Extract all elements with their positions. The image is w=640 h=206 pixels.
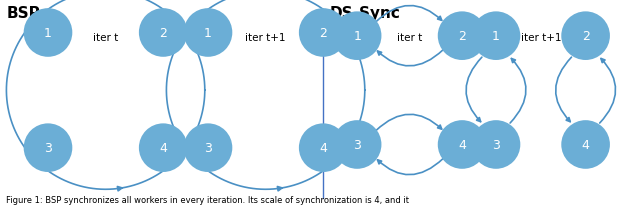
Ellipse shape <box>299 9 348 57</box>
Ellipse shape <box>561 12 610 61</box>
Text: 3: 3 <box>353 138 361 151</box>
Ellipse shape <box>438 121 486 169</box>
Text: 2: 2 <box>582 30 589 43</box>
Text: 1: 1 <box>204 27 212 40</box>
Text: 3: 3 <box>492 138 500 151</box>
Text: iter t: iter t <box>397 33 422 43</box>
Ellipse shape <box>139 124 188 172</box>
Text: 4: 4 <box>319 142 327 154</box>
Ellipse shape <box>24 9 72 57</box>
Ellipse shape <box>472 121 520 169</box>
Ellipse shape <box>561 121 610 169</box>
Text: 3: 3 <box>44 142 52 154</box>
Ellipse shape <box>184 124 232 172</box>
Text: DS-Sync: DS-Sync <box>330 6 401 21</box>
Text: iter t+1: iter t+1 <box>245 33 286 43</box>
Text: 4: 4 <box>582 138 589 151</box>
Ellipse shape <box>438 12 486 61</box>
Ellipse shape <box>299 124 348 172</box>
Text: 1: 1 <box>492 30 500 43</box>
Ellipse shape <box>139 9 188 57</box>
Text: 2: 2 <box>159 27 167 40</box>
Text: 4: 4 <box>458 138 466 151</box>
Ellipse shape <box>24 124 72 172</box>
Text: iter t+1: iter t+1 <box>520 33 561 43</box>
Ellipse shape <box>333 12 381 61</box>
Text: Figure 1: BSP synchronizes all workers in every iteration. Its scale of synchron: Figure 1: BSP synchronizes all workers i… <box>6 195 410 204</box>
Text: BSP: BSP <box>6 6 40 21</box>
Text: 2: 2 <box>458 30 466 43</box>
Text: 2: 2 <box>319 27 327 40</box>
Text: 3: 3 <box>204 142 212 154</box>
Ellipse shape <box>333 121 381 169</box>
Ellipse shape <box>184 9 232 57</box>
Ellipse shape <box>472 12 520 61</box>
Text: iter t: iter t <box>93 33 118 43</box>
Text: 4: 4 <box>159 142 167 154</box>
Text: 1: 1 <box>353 30 361 43</box>
Text: 1: 1 <box>44 27 52 40</box>
